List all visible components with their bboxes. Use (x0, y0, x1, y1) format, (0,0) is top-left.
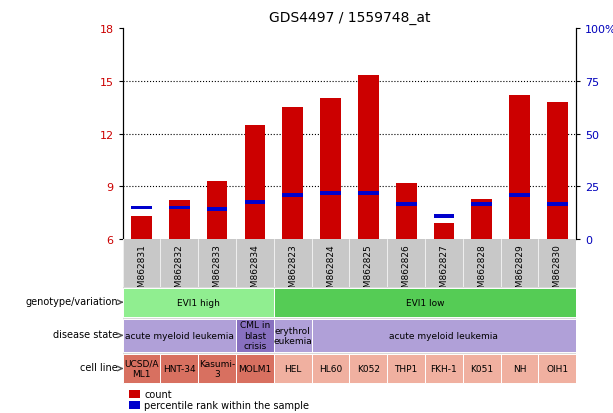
Bar (274, 354, 311, 383)
Bar (358, 76, 379, 240)
Text: HNT-34: HNT-34 (163, 364, 196, 373)
Bar (245, 126, 265, 240)
Text: count: count (144, 389, 172, 399)
Text: GSM862830: GSM862830 (553, 243, 562, 298)
Text: GSM862824: GSM862824 (326, 243, 335, 298)
Bar (207, 208, 227, 211)
Text: GSM862832: GSM862832 (175, 243, 184, 298)
Bar (538, 354, 576, 383)
Bar (161, 354, 198, 383)
Bar (396, 202, 416, 206)
Text: THP1: THP1 (395, 364, 417, 373)
Bar (509, 96, 530, 240)
Text: K051: K051 (470, 364, 493, 373)
Bar (123, 354, 161, 383)
Text: acute myeloid leukemia: acute myeloid leukemia (125, 331, 234, 340)
Text: K052: K052 (357, 364, 380, 373)
Text: GSM862829: GSM862829 (515, 243, 524, 298)
Text: OIH1: OIH1 (546, 364, 568, 373)
Bar (463, 354, 501, 383)
Bar (169, 206, 189, 210)
Text: percentile rank within the sample: percentile rank within the sample (144, 400, 309, 410)
Bar (274, 319, 311, 352)
Text: erythrol
eukemia: erythrol eukemia (273, 326, 312, 345)
Bar (433, 215, 454, 218)
Text: CML in
blast
crisis: CML in blast crisis (240, 321, 270, 350)
Bar (123, 319, 236, 352)
Text: disease state: disease state (53, 329, 118, 339)
Text: GSM862823: GSM862823 (288, 243, 297, 298)
Bar (123, 288, 274, 317)
Text: cell line: cell line (80, 362, 118, 372)
Bar (245, 201, 265, 204)
Text: MOLM1: MOLM1 (238, 364, 272, 373)
Bar (169, 201, 189, 240)
Text: GSM862831: GSM862831 (137, 243, 146, 298)
Text: EVI1 high: EVI1 high (177, 298, 219, 307)
Text: acute myeloid leukemia: acute myeloid leukemia (389, 331, 498, 340)
Text: HL60: HL60 (319, 364, 342, 373)
Text: GSM862826: GSM862826 (402, 243, 411, 298)
Bar (198, 354, 236, 383)
Bar (509, 194, 530, 197)
Bar (396, 183, 416, 240)
Bar (433, 224, 454, 240)
Bar (358, 192, 379, 196)
Bar (274, 288, 576, 317)
Text: Kasumi-
3: Kasumi- 3 (199, 359, 235, 378)
Text: GSM862834: GSM862834 (250, 243, 259, 298)
Bar (311, 319, 576, 352)
Text: NH: NH (512, 364, 527, 373)
Bar (471, 202, 492, 206)
Bar (547, 102, 568, 240)
Text: GSM862825: GSM862825 (364, 243, 373, 298)
Bar (349, 354, 387, 383)
Bar (471, 199, 492, 240)
Bar (547, 202, 568, 206)
Bar (320, 192, 341, 196)
Bar (236, 354, 274, 383)
Text: FKH-1: FKH-1 (430, 364, 457, 373)
Bar (207, 182, 227, 240)
Bar (131, 206, 152, 210)
Bar (236, 319, 274, 352)
Text: GSM862828: GSM862828 (477, 243, 486, 298)
Bar (387, 354, 425, 383)
Text: genotype/variation: genotype/variation (25, 296, 118, 306)
Bar (131, 217, 152, 240)
Text: GSM862827: GSM862827 (440, 243, 449, 298)
Bar (283, 194, 303, 197)
Text: UCSD/A
ML1: UCSD/A ML1 (124, 359, 159, 378)
Text: HEL: HEL (284, 364, 302, 373)
Bar (311, 354, 349, 383)
Title: GDS4497 / 1559748_at: GDS4497 / 1559748_at (268, 11, 430, 25)
Bar (320, 99, 341, 240)
Bar (501, 354, 538, 383)
Bar (425, 354, 463, 383)
Bar (283, 108, 303, 240)
Text: EVI1 low: EVI1 low (406, 298, 444, 307)
Text: GSM862833: GSM862833 (213, 243, 222, 298)
